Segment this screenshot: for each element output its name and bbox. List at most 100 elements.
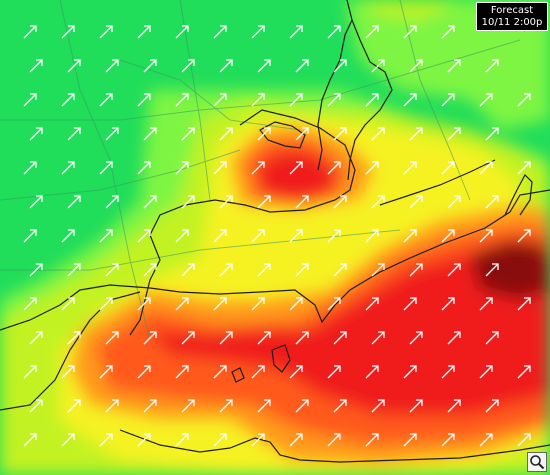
wind-arrow xyxy=(181,399,195,413)
wind-arrow xyxy=(485,399,499,413)
river-shoreline xyxy=(317,0,353,171)
wind-arrow xyxy=(517,365,531,379)
wind-arrow xyxy=(175,93,189,107)
wind-arrow xyxy=(295,127,309,141)
wind-arrow xyxy=(447,127,461,141)
wind-arrow xyxy=(517,93,531,107)
lake-shoreline xyxy=(271,344,291,373)
wind-arrow xyxy=(447,331,461,345)
wind-band-dark-red xyxy=(470,240,550,300)
wind-arrow xyxy=(251,365,265,379)
wind-arrow xyxy=(327,93,341,107)
wind-arrow xyxy=(295,195,309,209)
wind-arrow xyxy=(485,59,499,73)
wind-arrow xyxy=(29,263,43,277)
wind-arrow xyxy=(105,399,119,413)
wind-arrow xyxy=(257,195,271,209)
wind-arrow xyxy=(181,59,195,73)
wind-arrow xyxy=(251,161,265,175)
wind-arrow xyxy=(181,331,195,345)
wind-arrow xyxy=(479,229,493,243)
wind-arrow xyxy=(137,433,151,447)
wind-arrow xyxy=(485,195,499,209)
wind-arrow xyxy=(403,365,417,379)
wind-arrows xyxy=(23,25,531,447)
wind-arrow xyxy=(175,297,189,311)
wind-arrow xyxy=(333,399,347,413)
wind-arrow xyxy=(409,59,423,73)
wind-arrow xyxy=(219,195,233,209)
wind-arrow xyxy=(219,331,233,345)
bay-shoreline xyxy=(149,109,356,281)
eastern-shore xyxy=(379,159,496,206)
wind-arrow xyxy=(327,365,341,379)
eastern-shore xyxy=(504,174,533,216)
wind-arrow xyxy=(181,195,195,209)
wind-arrow xyxy=(441,433,455,447)
wind-arrow xyxy=(61,229,75,243)
wind-arrow xyxy=(403,433,417,447)
wind-arrow xyxy=(143,399,157,413)
highway-line xyxy=(119,59,301,131)
wind-arrow xyxy=(181,263,195,277)
wind-arrow xyxy=(365,25,379,39)
island-shoreline xyxy=(259,121,306,149)
wind-arrow xyxy=(143,127,157,141)
wind-arrow xyxy=(409,331,423,345)
southern-coastline xyxy=(0,189,550,331)
wind-arrow xyxy=(251,93,265,107)
wind-arrow xyxy=(67,399,81,413)
wind-arrow xyxy=(365,433,379,447)
wind-arrow xyxy=(333,331,347,345)
wind-arrow xyxy=(29,331,43,345)
wind-arrow xyxy=(175,433,189,447)
wind-arrow xyxy=(485,263,499,277)
wind-arrow xyxy=(447,399,461,413)
wind-arrow xyxy=(517,433,531,447)
wind-arrow xyxy=(61,365,75,379)
wind-arrow xyxy=(295,263,309,277)
wind-arrow xyxy=(29,59,43,73)
wind-arrow xyxy=(257,59,271,73)
wind-arrow xyxy=(409,195,423,209)
wind-arrow xyxy=(175,25,189,39)
wind-arrow xyxy=(441,297,455,311)
wind-arrow xyxy=(441,25,455,39)
wind-arrow xyxy=(257,399,271,413)
wind-arrow xyxy=(105,195,119,209)
wind-arrow xyxy=(143,263,157,277)
wind-arrow xyxy=(333,127,347,141)
wind-arrow xyxy=(67,195,81,209)
forecast-datetime: 10/11 2:00p xyxy=(481,17,543,28)
highway-line xyxy=(0,149,241,201)
highway-line xyxy=(179,0,211,201)
wind-arrow xyxy=(333,263,347,277)
wind-arrow xyxy=(409,263,423,277)
wind-arrow xyxy=(371,195,385,209)
wind-arrow xyxy=(289,229,303,243)
wind-arrow xyxy=(137,229,151,243)
wind-arrow xyxy=(333,195,347,209)
zoom-button[interactable] xyxy=(527,452,547,472)
wind-band-red xyxy=(150,150,550,415)
wind-arrow xyxy=(295,59,309,73)
wind-arrow xyxy=(295,399,309,413)
wind-arrow xyxy=(517,229,531,243)
wind-arrow xyxy=(23,229,37,243)
wind-arrow xyxy=(365,229,379,243)
wind-arrow xyxy=(213,93,227,107)
wind-arrow xyxy=(257,127,271,141)
wind-arrow xyxy=(175,161,189,175)
wind-arrow xyxy=(371,331,385,345)
wind-arrow xyxy=(23,93,37,107)
wind-arrow xyxy=(99,161,113,175)
wind-arrow xyxy=(251,25,265,39)
wind-arrow xyxy=(99,297,113,311)
wind-arrow xyxy=(257,263,271,277)
wind-arrow xyxy=(61,297,75,311)
wind-arrow xyxy=(175,229,189,243)
forecast-title: Forecast xyxy=(490,5,534,16)
wind-arrow xyxy=(441,93,455,107)
